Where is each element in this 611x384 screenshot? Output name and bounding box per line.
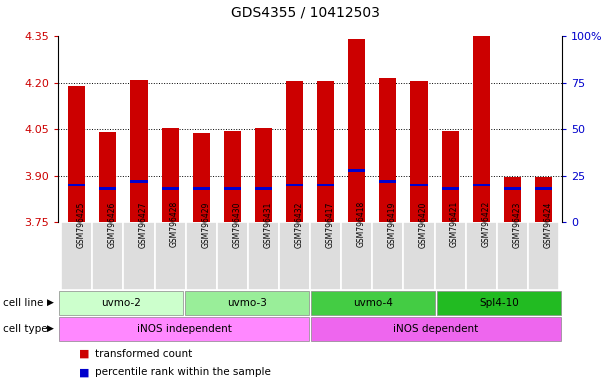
Bar xyxy=(192,133,210,222)
Bar xyxy=(442,187,459,190)
Text: GSM796432: GSM796432 xyxy=(295,201,304,248)
Text: GSM796431: GSM796431 xyxy=(263,201,273,248)
Text: transformed count: transformed count xyxy=(95,349,192,359)
Text: cell line: cell line xyxy=(3,298,43,308)
Text: percentile rank within the sample: percentile rank within the sample xyxy=(95,367,271,377)
FancyBboxPatch shape xyxy=(123,222,155,290)
Bar xyxy=(161,127,178,222)
FancyBboxPatch shape xyxy=(61,222,92,290)
Text: cell type: cell type xyxy=(3,324,48,334)
Bar xyxy=(161,187,178,190)
Text: uvmo-3: uvmo-3 xyxy=(227,298,267,308)
Bar xyxy=(130,180,147,183)
Bar xyxy=(504,177,521,222)
Text: uvmo-4: uvmo-4 xyxy=(353,298,393,308)
FancyBboxPatch shape xyxy=(497,222,528,290)
Text: GSM796428: GSM796428 xyxy=(170,201,179,247)
Bar xyxy=(224,131,241,222)
Bar xyxy=(442,131,459,222)
Bar xyxy=(68,86,86,222)
Text: GSM796420: GSM796420 xyxy=(419,201,428,248)
FancyBboxPatch shape xyxy=(311,291,436,314)
Bar xyxy=(286,81,303,222)
Text: GSM796424: GSM796424 xyxy=(543,201,552,248)
Text: GSM796430: GSM796430 xyxy=(232,201,241,248)
FancyBboxPatch shape xyxy=(528,222,559,290)
Bar xyxy=(473,36,490,222)
Text: GDS4355 / 10412503: GDS4355 / 10412503 xyxy=(231,6,380,20)
Text: GSM796421: GSM796421 xyxy=(450,201,459,247)
FancyBboxPatch shape xyxy=(59,291,183,314)
Text: Spl4-10: Spl4-10 xyxy=(479,298,519,308)
Bar xyxy=(411,81,428,222)
Text: ▶: ▶ xyxy=(46,324,54,333)
Bar xyxy=(473,184,490,187)
Bar xyxy=(68,184,86,187)
FancyBboxPatch shape xyxy=(186,222,217,290)
Bar xyxy=(286,184,303,187)
Text: GSM796426: GSM796426 xyxy=(108,201,117,248)
FancyBboxPatch shape xyxy=(372,222,403,290)
Bar xyxy=(535,187,552,190)
Bar xyxy=(379,78,397,222)
Bar xyxy=(99,187,116,190)
Bar xyxy=(348,169,365,172)
Text: GSM796422: GSM796422 xyxy=(481,201,490,247)
Text: iNOS dependent: iNOS dependent xyxy=(393,324,479,334)
FancyBboxPatch shape xyxy=(155,222,186,290)
FancyBboxPatch shape xyxy=(92,222,123,290)
FancyBboxPatch shape xyxy=(403,222,434,290)
Text: GSM796417: GSM796417 xyxy=(326,201,335,248)
Bar xyxy=(192,187,210,190)
Text: GSM796423: GSM796423 xyxy=(513,201,521,248)
FancyBboxPatch shape xyxy=(185,291,309,314)
FancyBboxPatch shape xyxy=(59,317,309,341)
Text: GSM796419: GSM796419 xyxy=(388,201,397,248)
Bar xyxy=(130,79,147,222)
FancyBboxPatch shape xyxy=(466,222,497,290)
FancyBboxPatch shape xyxy=(341,222,372,290)
Text: ■: ■ xyxy=(79,349,90,359)
FancyBboxPatch shape xyxy=(310,222,341,290)
Bar xyxy=(317,184,334,187)
Text: iNOS independent: iNOS independent xyxy=(137,324,232,334)
Bar xyxy=(411,184,428,187)
Bar xyxy=(99,132,116,222)
Text: ■: ■ xyxy=(79,367,90,377)
Bar xyxy=(224,187,241,190)
Bar xyxy=(317,81,334,222)
FancyBboxPatch shape xyxy=(311,317,562,341)
FancyBboxPatch shape xyxy=(437,291,562,314)
FancyBboxPatch shape xyxy=(434,222,466,290)
Text: ▶: ▶ xyxy=(46,298,54,307)
Bar xyxy=(535,177,552,222)
FancyBboxPatch shape xyxy=(248,222,279,290)
Bar xyxy=(255,187,272,190)
FancyBboxPatch shape xyxy=(279,222,310,290)
Bar xyxy=(255,127,272,222)
Text: uvmo-2: uvmo-2 xyxy=(101,298,141,308)
Text: GSM796427: GSM796427 xyxy=(139,201,148,248)
Bar xyxy=(504,187,521,190)
Bar xyxy=(379,180,397,183)
FancyBboxPatch shape xyxy=(217,222,248,290)
Text: GSM796425: GSM796425 xyxy=(77,201,86,248)
Text: GSM796429: GSM796429 xyxy=(201,201,210,248)
Text: GSM796418: GSM796418 xyxy=(357,201,366,247)
Bar xyxy=(348,39,365,222)
